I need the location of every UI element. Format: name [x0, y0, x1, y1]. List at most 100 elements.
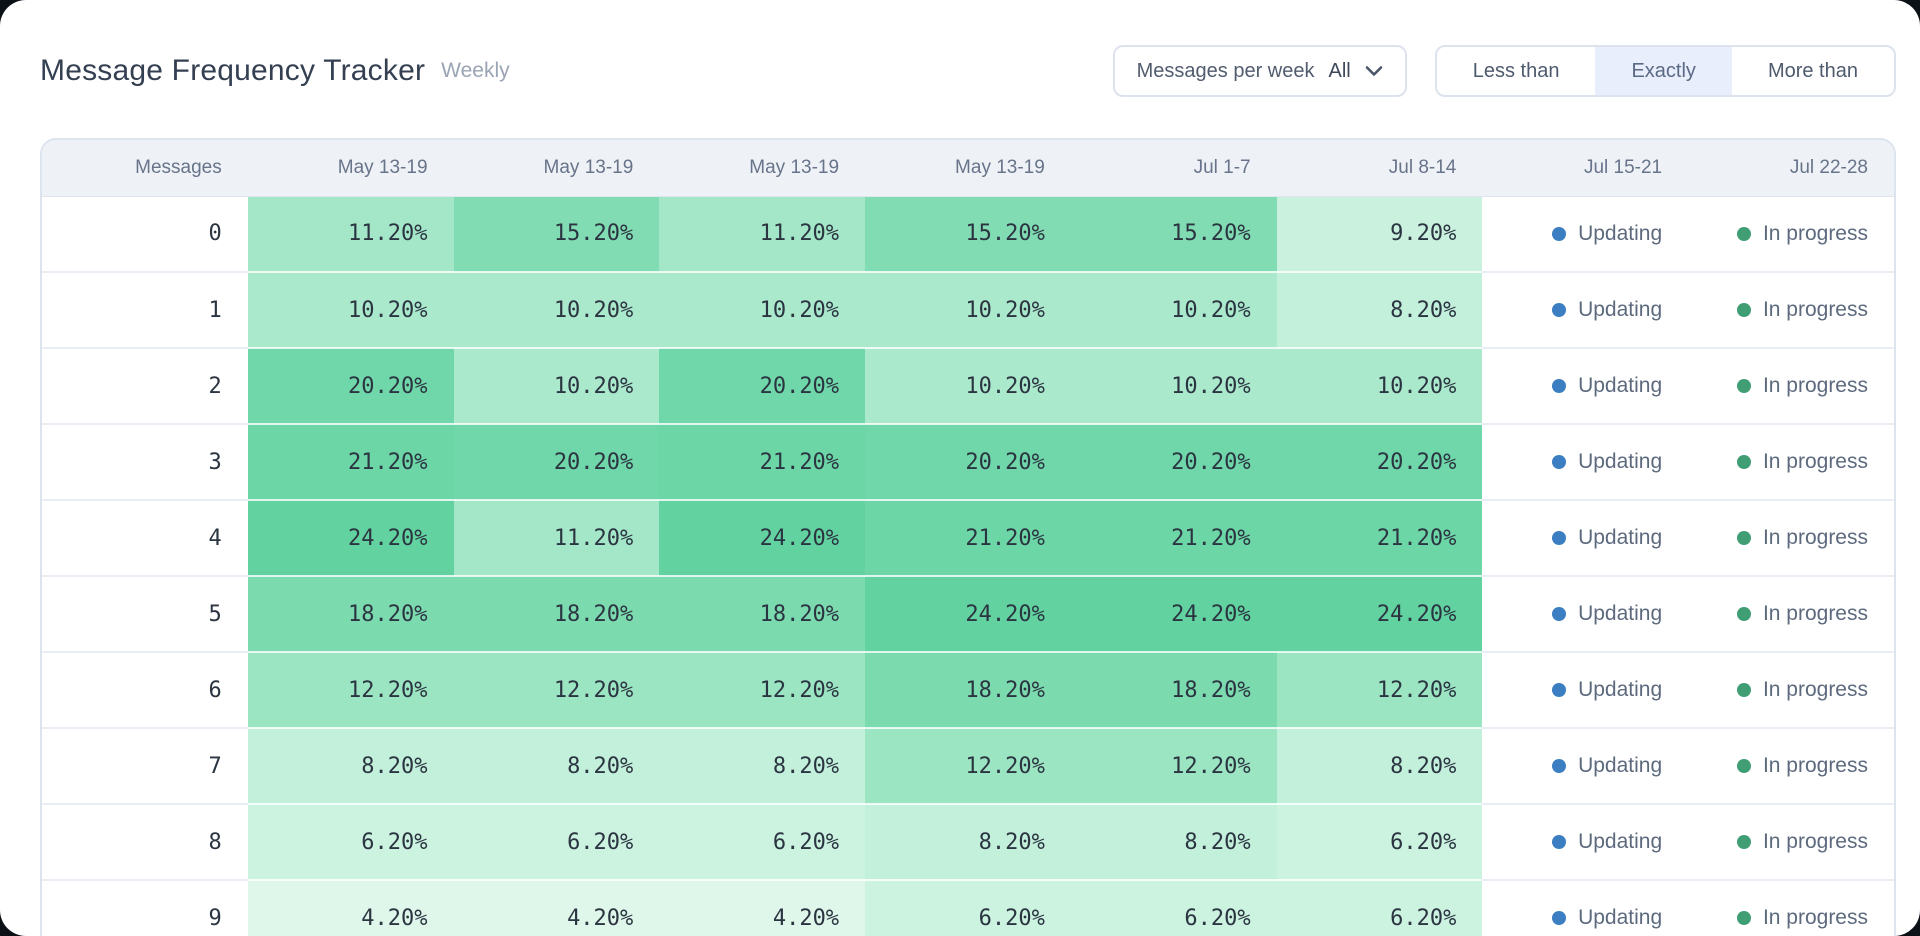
percentage-cell: 10.20%	[453, 272, 660, 349]
green-dot-icon	[1736, 226, 1751, 241]
percentage-cell: 12.20%	[659, 652, 866, 729]
mode-less-than-button[interactable]: Less than	[1437, 47, 1596, 95]
messages-per-week-dropdown[interactable]: Messages per week All	[1112, 45, 1407, 97]
status-badge: Updating	[1552, 906, 1662, 930]
percentage-cell: 20.20%	[247, 348, 454, 425]
messages-count-cell: 5	[42, 576, 248, 653]
table-row: 8 6.20% 6.20% 6.20% 8.20% 8.20% 6.20% Updating I…	[42, 804, 1894, 881]
percentage-cell: 10.20%	[247, 272, 454, 349]
table-row: 4 24.20% 11.20% 24.20% 21.20% 21.20% 21.20% Upd…	[42, 500, 1894, 577]
column-header: May 13-19	[659, 140, 866, 197]
green-dot-icon	[1736, 303, 1751, 317]
status-badge: In progress	[1736, 374, 1868, 398]
status-label: In progress	[1762, 906, 1868, 929]
percentage-cell: 10.20%	[659, 272, 866, 349]
mode-more-than-button[interactable]: More than	[1732, 47, 1894, 95]
table-row: 6 12.20% 12.20% 12.20% 18.20% 18.20% 12.20% Upd…	[42, 652, 1894, 729]
mode-exactly-button[interactable]: Exactly	[1595, 47, 1732, 95]
percentage-cell: 24.20%	[1276, 576, 1483, 653]
status-badge: In progress	[1736, 602, 1868, 626]
percentage-cell: 10.20%	[1070, 272, 1277, 349]
percentage-cell: 8.20%	[247, 728, 454, 805]
green-dot-icon	[1736, 759, 1751, 773]
percentage-cell: 6.20%	[453, 804, 660, 881]
status-cell: In progress	[1688, 880, 1894, 936]
blue-dot-icon	[1552, 531, 1567, 545]
status-cell: Updating	[1482, 348, 1689, 425]
percentage-cell: 12.20%	[865, 728, 1071, 805]
status-label: In progress	[1762, 450, 1868, 473]
status-label: Updating	[1578, 374, 1663, 397]
blue-dot-icon	[1552, 759, 1567, 773]
status-badge: Updating	[1552, 678, 1662, 702]
status-badge: In progress	[1736, 526, 1868, 550]
percentage-cell: 8.20%	[1276, 272, 1483, 349]
page-subtitle: Weekly	[441, 59, 510, 82]
messages-count-cell: 2	[42, 348, 248, 425]
percentage-cell: 24.20%	[1070, 576, 1277, 653]
status-badge: In progress	[1736, 450, 1868, 474]
percentage-cell: 12.20%	[247, 652, 454, 729]
blue-dot-icon	[1552, 607, 1567, 621]
status-label: Updating	[1578, 221, 1663, 245]
percentage-cell: 18.20%	[659, 576, 866, 653]
percentage-cell: 12.20%	[453, 652, 660, 729]
topbar: Message Frequency Tracker Weekly Message…	[0, 0, 1920, 112]
percentage-cell: 10.20%	[1276, 348, 1483, 425]
blue-dot-icon	[1552, 226, 1567, 241]
percentage-cell: 11.20%	[247, 196, 454, 273]
chevron-down-icon	[1365, 65, 1383, 77]
status-badge: In progress	[1736, 830, 1868, 854]
status-badge: Updating	[1552, 526, 1662, 550]
percentage-cell: 12.20%	[1070, 728, 1277, 805]
column-header: May 13-19	[247, 140, 454, 197]
percentage-cell: 20.20%	[1070, 424, 1277, 501]
table-row: 1 10.20% 10.20% 10.20% 10.20% 10.20% 8.20% Upda…	[42, 272, 1894, 349]
percentage-cell: 8.20%	[1276, 728, 1483, 805]
percentage-cell: 10.20%	[1070, 348, 1277, 425]
column-header: Jul 1-7	[1070, 140, 1277, 197]
status-label: In progress	[1762, 526, 1868, 549]
percentage-cell: 4.20%	[659, 880, 866, 936]
percentage-cell: 21.20%	[865, 500, 1071, 577]
status-badge: Updating	[1552, 602, 1662, 626]
percentage-cell: 6.20%	[247, 804, 454, 881]
status-badge: Updating	[1552, 374, 1662, 398]
percentage-cell: 20.20%	[1276, 424, 1483, 501]
dropdown-value: All	[1328, 59, 1351, 82]
status-label: Updating	[1578, 602, 1663, 625]
blue-dot-icon	[1552, 455, 1567, 469]
percentage-cell: 10.20%	[865, 272, 1071, 349]
percentage-cell: 12.20%	[1276, 652, 1483, 729]
green-dot-icon	[1736, 835, 1751, 849]
percentage-cell: 6.20%	[659, 804, 866, 881]
percentage-cell: 24.20%	[865, 576, 1071, 653]
frequency-table: Messages May 13-19 May 13-19 May 13-19 May 1…	[42, 140, 1894, 936]
status-label: In progress	[1762, 374, 1868, 397]
table-row: 5 18.20% 18.20% 18.20% 24.20% 24.20% 24.20% Upd…	[42, 576, 1894, 653]
status-cell: In progress	[1688, 500, 1894, 577]
messages-count-cell: 7	[42, 728, 248, 805]
status-label: In progress	[1762, 754, 1868, 777]
messages-count-cell: 3	[42, 424, 248, 501]
percentage-cell: 15.20%	[865, 196, 1071, 273]
percentage-cell: 6.20%	[865, 880, 1071, 936]
column-header: May 13-19	[865, 140, 1071, 197]
percentage-cell: 24.20%	[247, 500, 454, 577]
percentage-cell: 6.20%	[1276, 880, 1483, 936]
column-header: Jul 8-14	[1276, 140, 1483, 197]
status-badge: Updating	[1552, 754, 1662, 778]
percentage-cell: 6.20%	[1070, 880, 1277, 936]
percentage-cell: 8.20%	[865, 804, 1071, 881]
messages-count-cell: 4	[42, 500, 248, 577]
status-badge: Updating	[1552, 298, 1662, 322]
green-dot-icon	[1736, 911, 1751, 925]
status-cell: In progress	[1688, 348, 1894, 425]
status-cell: In progress	[1688, 576, 1894, 653]
green-dot-icon	[1736, 531, 1751, 545]
percentage-cell: 15.20%	[1070, 196, 1277, 273]
status-cell: Updating	[1482, 880, 1689, 936]
status-badge: In progress	[1736, 906, 1868, 930]
status-cell: In progress	[1688, 652, 1894, 729]
